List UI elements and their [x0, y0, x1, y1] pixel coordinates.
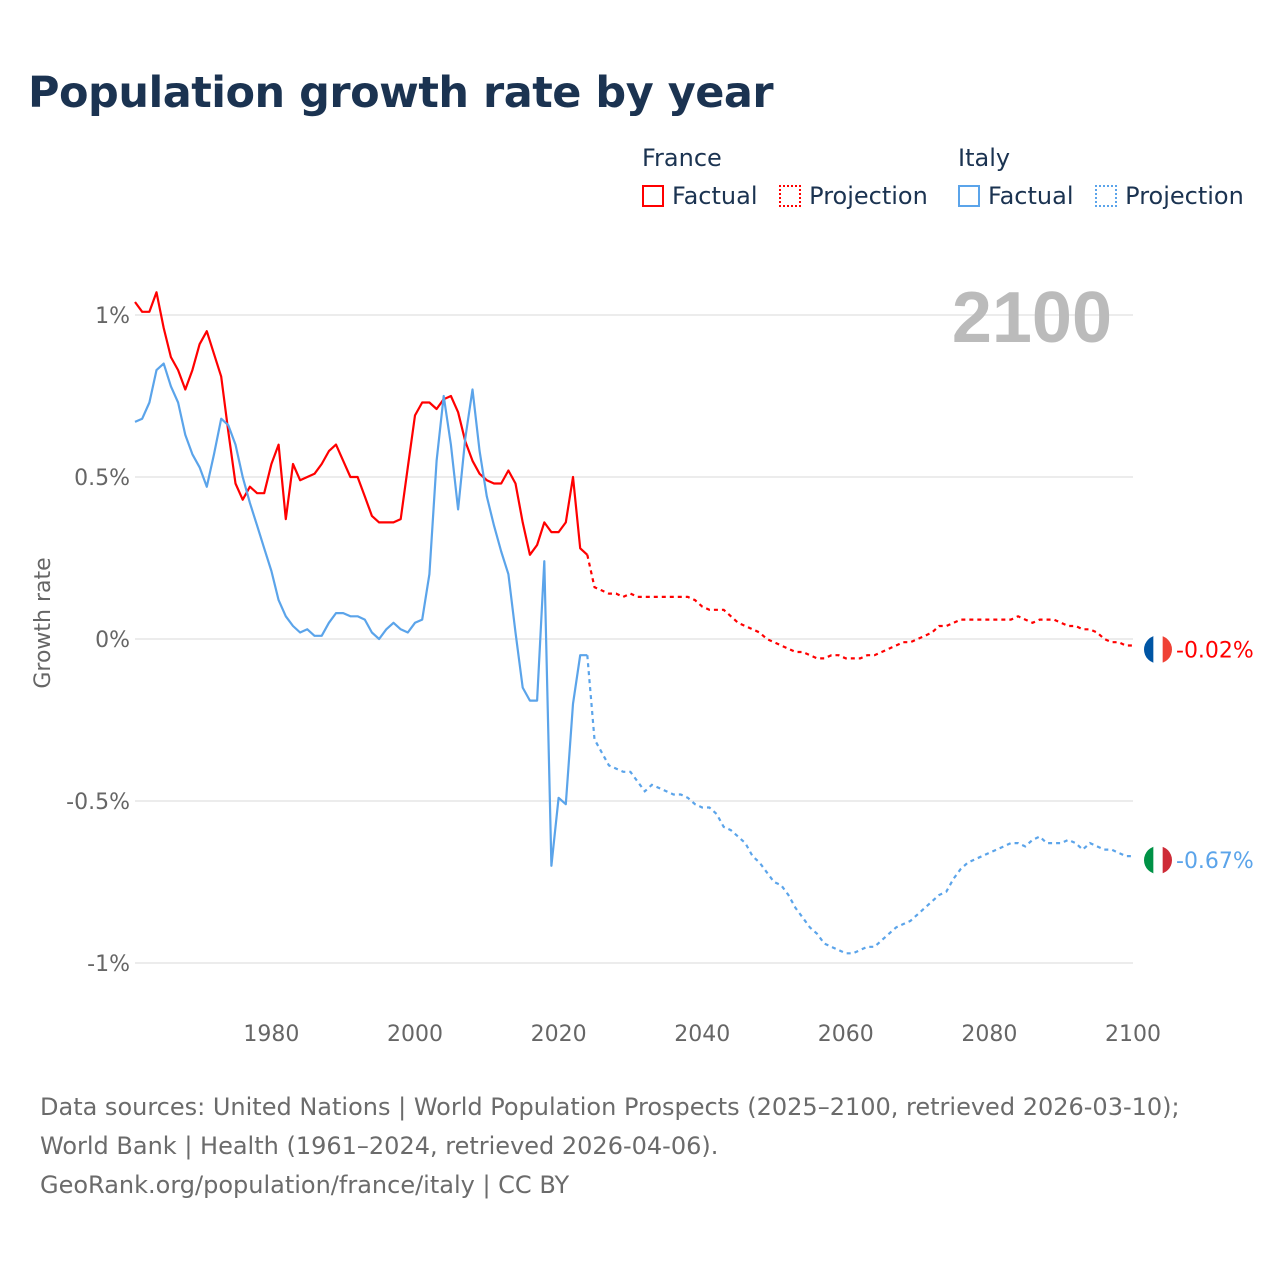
legend-france-factual[interactable]: Factual	[642, 182, 758, 210]
italy-end-value-label: -0.67%	[1176, 849, 1254, 874]
flag-stripe	[1153, 635, 1164, 664]
italy-flag-icon	[1144, 846, 1172, 875]
legend-france-projection[interactable]: Projection	[779, 182, 928, 210]
legend-label: Projection	[809, 182, 928, 210]
legend-label: Factual	[672, 182, 758, 210]
dotted-swatch-icon	[779, 185, 802, 207]
line-chart: 1% 0.5% 0% -0.5% -1% 1980 2000 2020 2040 2060 2080…	[31, 278, 1254, 1047]
y-tick-label: 0%	[95, 628, 130, 653]
x-tick-label: 2040	[674, 1022, 730, 1047]
x-tick-label: 1980	[243, 1022, 299, 1047]
series-italy-factual-line	[134, 362, 588, 867]
current-year-label: 2100	[952, 278, 1112, 358]
flag-stripe	[1162, 635, 1172, 664]
y-tick-label: 1%	[95, 304, 130, 329]
legend-group-name: Italy	[958, 144, 1011, 172]
y-tick-label: 0.5%	[74, 466, 130, 491]
credit-link[interactable]: GeoRank.org/population/france/italy | CC…	[40, 1171, 570, 1199]
legend-label: Projection	[1125, 182, 1244, 210]
chart-title: Population growth rate by year	[28, 68, 774, 118]
series-italy-projection-line	[586, 655, 1133, 955]
france-end-value-label: -0.02%	[1176, 638, 1254, 663]
x-tick-label: 2100	[1105, 1022, 1161, 1047]
x-tick-label: 2080	[961, 1022, 1017, 1047]
series-france-projection-line	[586, 554, 1133, 660]
y-tick-label: -0.5%	[66, 790, 130, 815]
flag-stripe	[1162, 846, 1172, 875]
flag-stripe	[1153, 846, 1164, 875]
x-tick-label: 2060	[818, 1022, 874, 1047]
x-tick-label: 2020	[531, 1022, 587, 1047]
solid-swatch-icon	[958, 185, 980, 207]
legend-label: Factual	[988, 182, 1074, 210]
flag-stripe	[1144, 635, 1154, 664]
legend-group-name: France	[642, 144, 722, 172]
france-flag-icon	[1144, 635, 1172, 664]
dotted-swatch-icon	[1095, 185, 1118, 207]
flag-stripe	[1144, 846, 1154, 875]
y-axis-label: Growth rate	[31, 557, 56, 688]
footer: Data sources: United Nations | World Pop…	[40, 1088, 1240, 1205]
data-sources: Data sources: United Nations | World Pop…	[40, 1093, 1180, 1160]
solid-swatch-icon	[642, 185, 664, 207]
series-france-factual-line	[134, 291, 589, 556]
legend-italy-factual[interactable]: Factual	[958, 182, 1074, 210]
legend-france: France Factual Projection	[642, 144, 942, 213]
y-tick-label: -1%	[87, 952, 130, 977]
legend-italy: Italy Factual Projection	[958, 144, 1258, 213]
legend-italy-projection[interactable]: Projection	[1095, 182, 1244, 210]
x-tick-label: 2000	[387, 1022, 443, 1047]
